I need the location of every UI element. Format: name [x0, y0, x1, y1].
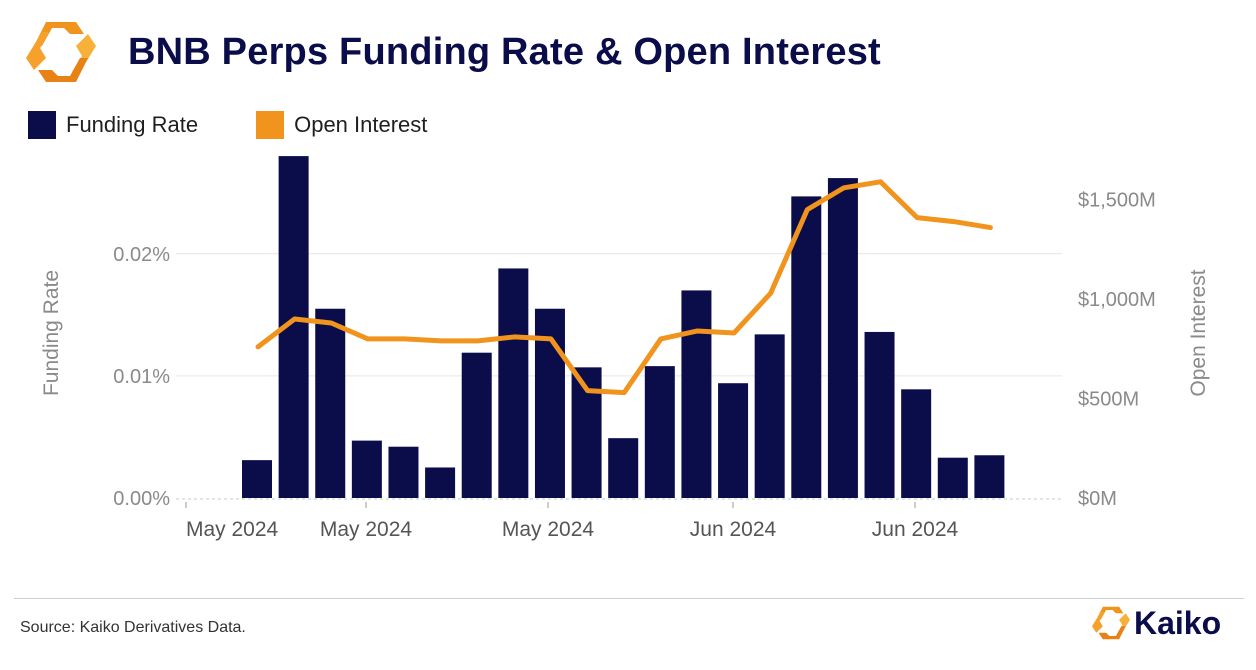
funding-rate-bar — [754, 334, 785, 498]
legend-swatch-funding-rate — [28, 111, 56, 139]
funding-rate-bar — [425, 467, 456, 498]
chart-legend: Funding Rate Open Interest — [28, 111, 485, 139]
chart-header: BNB Perps Funding Rate & Open Interest — [26, 20, 881, 84]
funding-rate-bar — [608, 438, 639, 498]
y-right-tick-label: $1,500M — [1078, 190, 1156, 212]
footer-divider — [14, 598, 1244, 599]
kaiko-logo-icon — [26, 22, 96, 82]
funding-rate-bar — [388, 446, 419, 498]
funding-rate-bar — [974, 455, 1005, 498]
funding-rate-bar — [718, 383, 749, 498]
x-tick-label: Jun 2024 — [690, 518, 777, 541]
y-left-tick-label: 0.01% — [113, 366, 170, 388]
legend-label-funding-rate: Funding Rate — [66, 112, 199, 137]
legend-swatch-open-interest — [256, 111, 285, 139]
chart-title: BNB Perps Funding Rate & Open Interest — [128, 30, 881, 73]
funding-rate-bar — [351, 440, 382, 498]
funding-rate-bar — [864, 331, 895, 498]
legend-item-funding-rate: Funding Rate — [28, 111, 198, 139]
y-right-axis-title: Open Interest — [1187, 269, 1210, 396]
funding-rate-bar — [827, 178, 858, 498]
y-left-tick-label: 0.02% — [113, 244, 170, 266]
funding-rate-bar — [242, 460, 272, 498]
kaiko-brand-icon — [1092, 606, 1130, 640]
y-left-axis-title: Funding Rate — [40, 270, 63, 396]
funding-rate-bar — [901, 389, 932, 498]
brand-name: Kaiko — [1134, 604, 1222, 641]
y-right-tick-label: $1,000M — [1078, 289, 1156, 311]
source-note: Source: Kaiko Derivatives Data. — [20, 619, 246, 636]
chart-canvas: 0.00% 0.01% 0.02% $0M $500M $1,000M $1,500M Fun… — [40, 156, 1210, 541]
x-tick-label: May 2024 — [502, 518, 595, 541]
x-tick-label: May 2024 — [186, 518, 279, 541]
funding-rate-bar — [791, 196, 822, 498]
y-left-tick-label: 0.00% — [113, 488, 170, 510]
funding-rate-bar — [644, 366, 675, 498]
y-right-tick-label: $500M — [1078, 389, 1139, 411]
funding-rate-bar — [461, 352, 492, 498]
funding-rate-bar — [937, 457, 968, 498]
funding-rate-bar — [315, 308, 346, 498]
legend-label-open-interest: Open Interest — [294, 112, 428, 137]
brand-logo: Kaiko — [1092, 603, 1221, 643]
x-tick-label: May 2024 — [320, 518, 413, 541]
funding-rate-bar — [681, 290, 712, 498]
y-right-tick-label: $0M — [1078, 488, 1117, 510]
legend-item-open-interest: Open Interest — [256, 111, 427, 139]
x-tick-label: Jun 2024 — [872, 518, 959, 541]
funding-rate-bar — [498, 268, 529, 498]
